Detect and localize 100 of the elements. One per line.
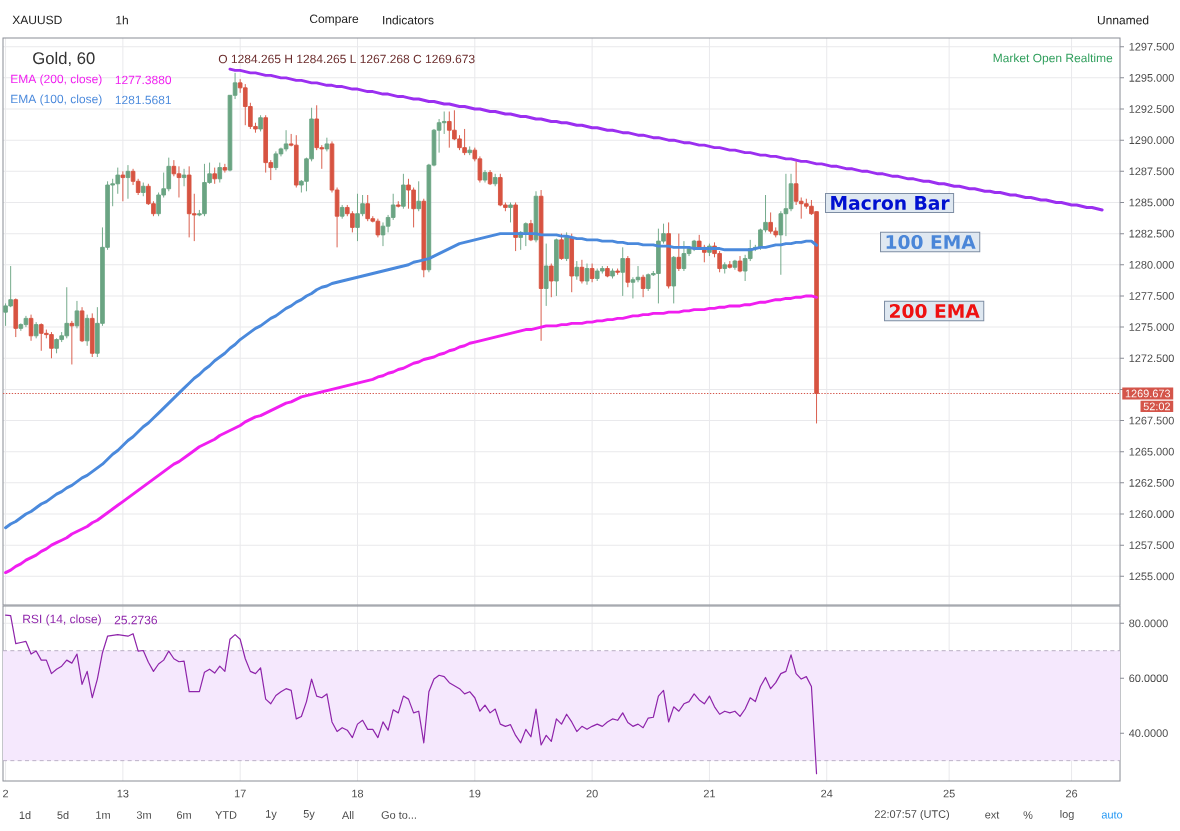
y-tick-label: 1287.500 — [1129, 167, 1174, 176]
annotation: O 1284.265 H 1284.265 L 1267.268 C 1269.673 — [218, 54, 475, 64]
x-tick-label: 26 — [1066, 789, 1078, 798]
candlestick — [293, 134, 299, 188]
candlestick — [79, 306, 85, 343]
y-tick-label: 80.0000 — [1129, 619, 1168, 628]
x-tick-label: 20 — [586, 789, 598, 798]
candlestick — [492, 173, 498, 187]
candlestick — [217, 162, 223, 184]
y-tick-label: 1257.500 — [1129, 541, 1174, 550]
text: 5y — [303, 810, 315, 820]
text: 1h — [116, 15, 128, 25]
annotation: 200 EMA — [890, 303, 980, 319]
x-tick-label: 2 — [3, 789, 9, 798]
candlestick — [222, 163, 228, 174]
text: XAUUSD — [12, 15, 62, 25]
x-tick-label: 19 — [469, 789, 481, 798]
x-tick-label: 25 — [943, 789, 955, 798]
candlestick — [13, 297, 19, 338]
text: Unnamed — [1097, 15, 1149, 25]
x-tick-label: 24 — [821, 789, 833, 798]
candlestick — [589, 263, 595, 283]
candlestick — [569, 233, 575, 293]
text: 6m — [176, 811, 191, 819]
series-label: RSI (14, close) — [23, 614, 101, 626]
y-tick-label: 1267.500 — [1129, 416, 1174, 425]
y-tick-label: 1280.000 — [1129, 260, 1174, 269]
candlestick — [467, 145, 472, 156]
text: EMA (200, close) — [11, 74, 102, 86]
candlestick — [324, 137, 330, 152]
y-tick-label: 1262.500 — [1129, 479, 1174, 487]
text: EMA (100, close) — [11, 94, 102, 106]
x-tick-label: 17 — [234, 789, 246, 798]
candlestick — [416, 180, 421, 212]
y-tick-label: 1292.500 — [1129, 105, 1174, 113]
x-tick-label: 13 — [117, 789, 129, 798]
x-tick-label: 18 — [352, 789, 364, 798]
ref-line-label: 1269.673 — [1125, 389, 1171, 398]
candlestick — [508, 202, 513, 223]
candlestick — [584, 263, 590, 286]
candlestick — [676, 233, 682, 272]
candlestick — [258, 114, 263, 132]
text: Go to... — [381, 811, 416, 819]
candlestick — [564, 231, 569, 262]
candlestick — [610, 268, 615, 279]
annotation: Market Open Realtime — [993, 53, 1113, 65]
text: Gold, 60 — [33, 51, 95, 67]
text: 1y — [266, 810, 277, 820]
text: auto — [1101, 811, 1123, 819]
candlestick — [395, 200, 401, 208]
candlestick — [640, 274, 646, 298]
candlestick — [559, 233, 564, 261]
candlestick — [487, 169, 493, 186]
candlestick — [554, 238, 559, 297]
candlestick — [549, 263, 554, 298]
y-tick-label: 1277.500 — [1129, 292, 1174, 300]
annotation: Macron Bar — [831, 196, 950, 210]
y-tick-label: 1275.000 — [1129, 323, 1174, 331]
candlestick — [401, 173, 406, 210]
text: ext — [985, 811, 1000, 819]
text: log — [1060, 809, 1074, 821]
candlestick — [28, 314, 34, 342]
y-tick-label: 60.0000 — [1129, 674, 1168, 683]
candlestick — [605, 265, 610, 278]
annotation: 25.2736 — [114, 615, 158, 625]
candlestick — [620, 246, 626, 297]
candlestick — [125, 164, 131, 200]
text: All — [341, 811, 354, 819]
candlestick — [666, 221, 671, 289]
y-tick-label: 1295.000 — [1129, 74, 1174, 82]
candlestick — [69, 320, 75, 365]
candlestick — [727, 260, 733, 269]
candlestick — [89, 312, 95, 358]
candlestick — [737, 255, 743, 273]
candlestick — [523, 221, 529, 247]
candlestick — [212, 167, 217, 185]
y-tick-label: 1260.000 — [1129, 510, 1174, 518]
y-tick-label: 1285.000 — [1129, 198, 1174, 207]
annotation: 1277.3880 — [115, 75, 172, 85]
text: % — [1023, 811, 1033, 819]
text: 22:07:57 (UTC) — [874, 809, 949, 821]
candlestick — [671, 255, 677, 304]
candlestick — [181, 168, 187, 187]
text: 3m — [136, 811, 151, 819]
candlestick — [615, 268, 620, 276]
text: Compare — [309, 14, 359, 26]
y-tick-label: 40.0000 — [1128, 729, 1168, 738]
candlestick — [33, 321, 39, 339]
annotation: 100 EMA — [886, 234, 976, 250]
text: Indicators — [383, 15, 434, 25]
candlestick — [625, 255, 631, 288]
text: 1m — [96, 811, 110, 819]
x-tick-label: 21 — [703, 789, 715, 798]
y-tick-label: 1290.000 — [1129, 136, 1174, 145]
text: YTD — [215, 811, 237, 819]
candlestick — [538, 189, 544, 342]
candlestick — [421, 198, 427, 278]
candlestick — [339, 204, 345, 220]
text: 5d — [57, 810, 69, 820]
y-tick-label: 1297.500 — [1129, 42, 1174, 51]
